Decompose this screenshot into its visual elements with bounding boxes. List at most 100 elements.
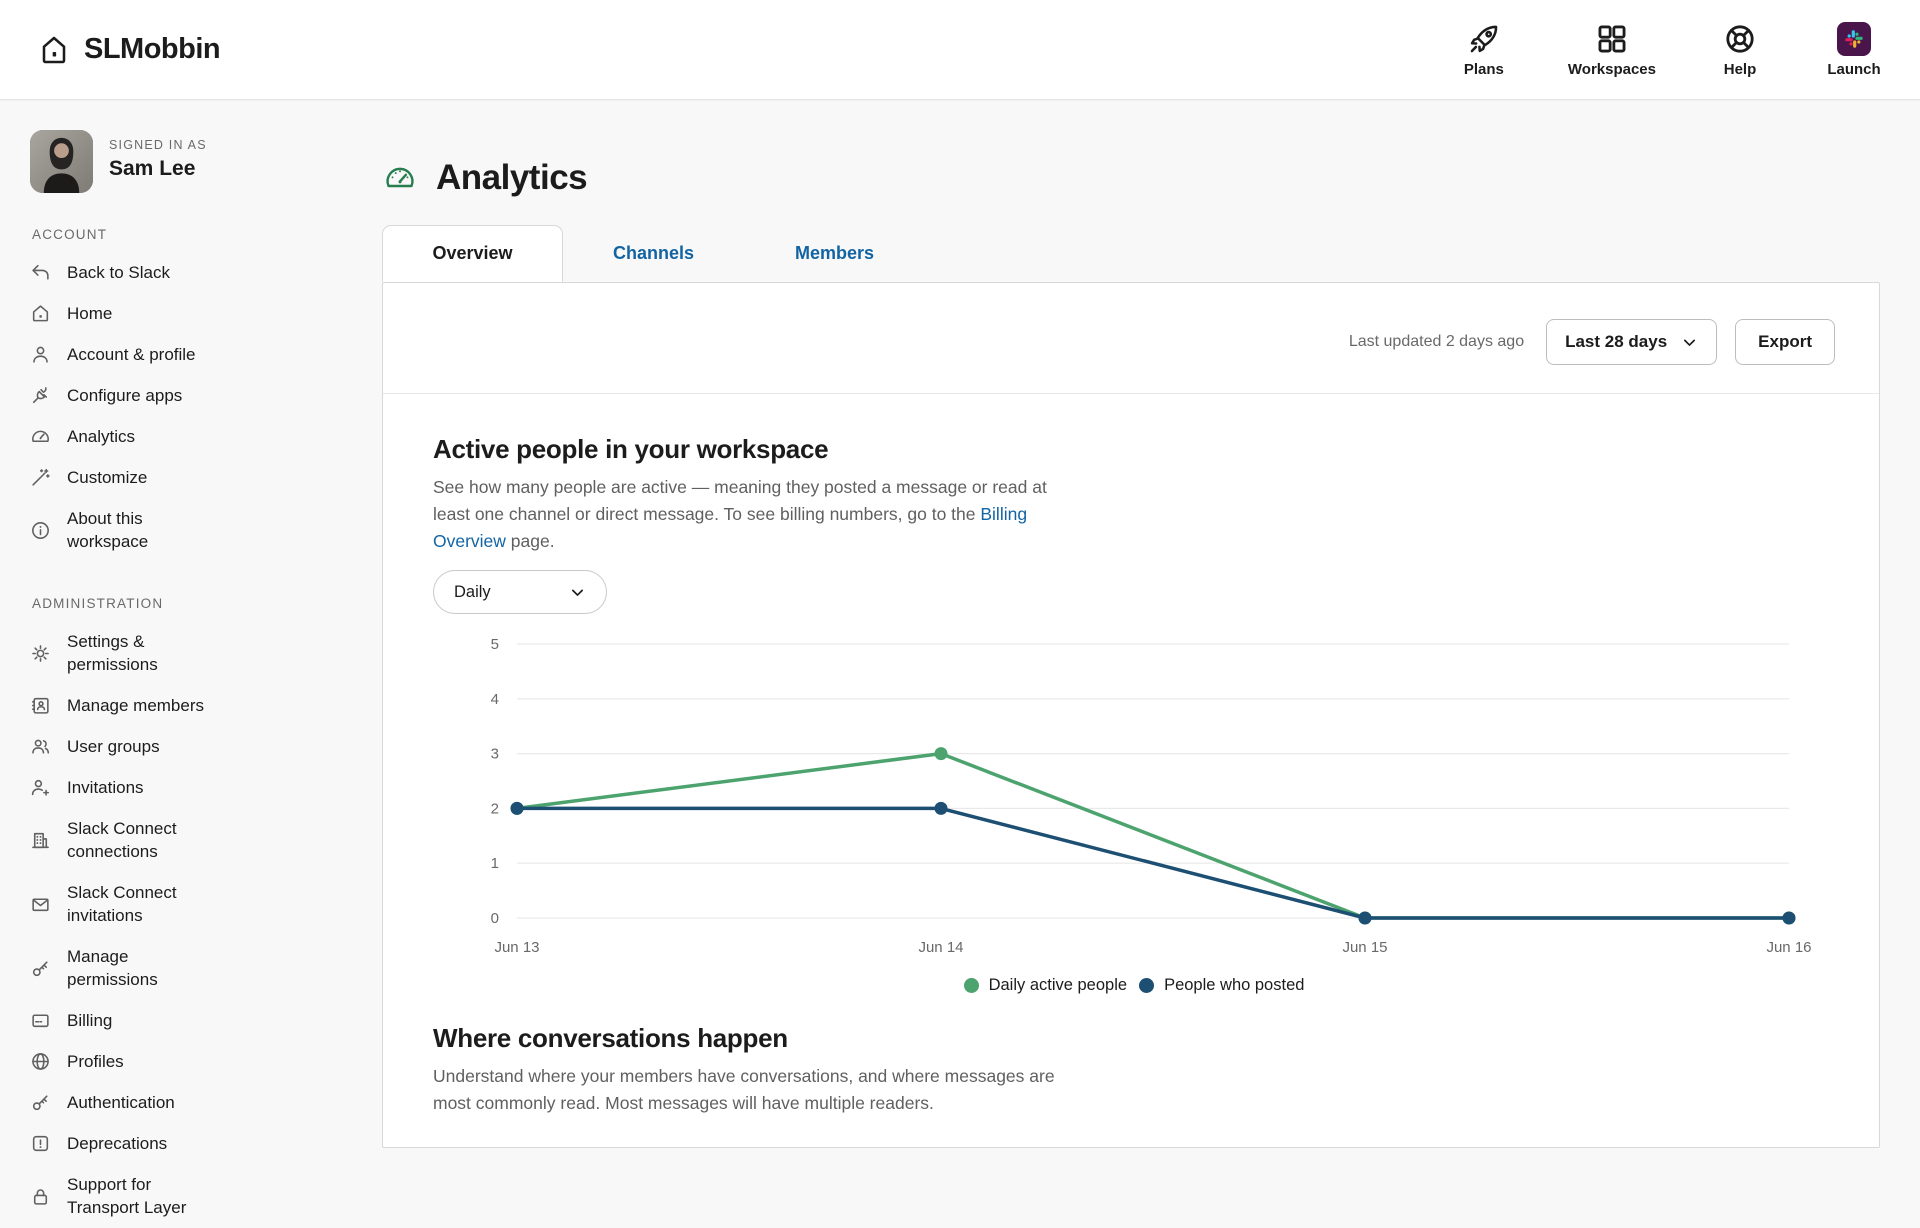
tab-members[interactable]: Members [794, 243, 875, 263]
svg-text:2: 2 [491, 800, 499, 817]
sidebar-item-manage-permissions[interactable]: Manage permissions [30, 936, 330, 1000]
frequency-select[interactable]: Daily [433, 570, 607, 614]
sidebar-item-account-profile[interactable]: Account & profile [30, 334, 330, 375]
svg-text:3: 3 [491, 746, 499, 763]
profile-block: SIGNED IN AS Sam Lee [30, 130, 330, 193]
users-icon [32, 739, 50, 754]
gear-icon [32, 644, 49, 662]
analytics-gauge-icon [386, 167, 414, 188]
nav-label-workspaces: Workspaces [1567, 60, 1656, 78]
last-updated-text: Last updated 2 days ago [1348, 333, 1525, 350]
profile-text: SIGNED IN AS Sam Lee [109, 130, 207, 181]
active-people-description: See how many people are active — meaning… [433, 477, 1047, 551]
id-badge-icon [31, 697, 49, 714]
rocket-icon [1470, 25, 1498, 52]
billing-overview-link[interactable]: Billing Overview [433, 504, 1028, 551]
active-people-title: Active people in your workspace [433, 434, 829, 464]
home-icon [32, 305, 49, 322]
home-logo-icon [42, 36, 66, 63]
date-range-select[interactable]: Last 28 days [1546, 319, 1718, 365]
sidebar-item-analytics[interactable]: Analytics [30, 416, 330, 457]
active-people-chart: 0 1 2 3 4 5 Jun 13 Jun 14 Jun 15 Jun 16 [433, 630, 1835, 972]
svg-text:Jun 16: Jun 16 [1766, 939, 1811, 956]
key-icon [32, 960, 48, 976]
lock-icon [33, 1188, 48, 1205]
avatar [30, 130, 93, 193]
nav-label-help: Help [1723, 60, 1757, 78]
sidebar-item-customize[interactable]: Customize [30, 457, 330, 498]
plug-icon [32, 387, 48, 404]
main-content: Analytics Overview Channels Members Last… [382, 158, 1880, 1148]
help-icon [1726, 24, 1754, 53]
alert-square-icon [32, 1135, 49, 1152]
slack-logo-icon [1837, 21, 1871, 56]
legend-dot-green [963, 978, 979, 993]
tab-channels[interactable]: Channels [612, 243, 695, 263]
back-arrow-icon [32, 264, 49, 280]
page-title-row: Analytics [382, 158, 1880, 198]
nav-label-launch: Launch [1827, 60, 1881, 78]
active-people-section: Active people in your workspace See how … [383, 434, 1879, 1117]
sidebar-item-authentication[interactable]: Authentication [30, 1082, 330, 1123]
chevron-down-icon [1684, 339, 1696, 346]
toolbar: Last updated 2 days ago Last 28 days Exp… [383, 283, 1879, 365]
legend-dot-blue [1139, 978, 1155, 993]
tab-overview[interactable]: Overview [382, 225, 563, 282]
export-button[interactable]: Export [1735, 319, 1835, 365]
signed-in-as-label: SIGNED IN AS [109, 138, 207, 152]
person-icon [33, 346, 48, 363]
page-title: Analytics [436, 158, 588, 197]
user-name: Sam Lee [109, 157, 196, 180]
svg-text:0: 0 [491, 910, 499, 927]
conversations-description: Understand where your members have conve… [433, 1066, 1055, 1113]
svg-text:4: 4 [491, 691, 499, 708]
key-icon [32, 1095, 48, 1111]
toolbar-divider [383, 393, 1879, 394]
building-icon [32, 832, 49, 848]
envelope-icon [32, 897, 49, 911]
sidebar-item-configure-apps[interactable]: Configure apps [30, 375, 330, 416]
brand-logo[interactable]: SLMobbin [38, 33, 221, 66]
top-navigation: Plans Workspaces Help [1454, 21, 1884, 78]
sidebar-item-user-groups[interactable]: User groups [30, 726, 330, 767]
sidebar-item-deprecations[interactable]: Deprecations [30, 1123, 330, 1164]
sidebar-item-invitations[interactable]: Invitations [30, 767, 330, 808]
person-plus-icon [31, 779, 50, 796]
line-chart: 0 1 2 3 4 5 Jun 13 Jun 14 Jun 15 Jun 16 [491, 636, 1812, 956]
tab-bar: Overview Channels Members [382, 225, 1880, 282]
chevron-down-icon [571, 589, 584, 596]
nav-item-plans[interactable]: Plans [1454, 22, 1514, 78]
sidebar-item-home[interactable]: Home [30, 293, 330, 334]
legend-entry-daily-active: Daily active people [963, 976, 1127, 995]
nav-label-plans: Plans [1463, 60, 1504, 78]
svg-text:1: 1 [491, 855, 499, 872]
sidebar-item-slack-connect-invitations[interactable]: Slack Connect invitations [30, 872, 330, 936]
sidebar-item-billing[interactable]: Billing [30, 1000, 330, 1041]
svg-text:Jun 14: Jun 14 [918, 939, 963, 956]
sidebar-item-settings-permissions[interactable]: Settings & permissions [30, 621, 330, 685]
globe-icon [32, 1053, 49, 1070]
svg-text:Jun 15: Jun 15 [1342, 939, 1387, 956]
grid-icon [1598, 25, 1626, 52]
overview-panel: Last updated 2 days ago Last 28 days Exp… [382, 282, 1880, 1148]
sidebar-item-about-workspace[interactable]: About this workspace [30, 498, 330, 562]
info-icon [32, 521, 49, 539]
sidebar: SIGNED IN AS Sam Lee ACCOUNT Back to Sla… [30, 130, 330, 1228]
credit-card-icon [32, 1014, 49, 1028]
brand-name: SLMobbin [84, 33, 221, 65]
nav-item-launch[interactable]: Launch [1824, 21, 1884, 78]
nav-item-help[interactable]: Help [1710, 22, 1770, 78]
sidebar-item-manage-members[interactable]: Manage members [30, 685, 330, 726]
chart-legend: Daily active people People who posted [433, 976, 1835, 995]
sidebar-item-slack-connect-connections[interactable]: Slack Connect connections [30, 808, 330, 872]
sidebar-item-support-transport-layer[interactable]: Support for Transport Layer [30, 1164, 330, 1228]
svg-text:5: 5 [491, 636, 499, 653]
nav-item-workspaces[interactable]: Workspaces [1568, 22, 1656, 78]
sidebar-item-profiles[interactable]: Profiles [30, 1041, 330, 1082]
wand-icon [32, 468, 50, 486]
top-header: SLMobbin Plans Workspaces [0, 0, 1920, 100]
sidebar-item-back-to-slack[interactable]: Back to Slack [30, 252, 330, 293]
svg-text:Jun 13: Jun 13 [494, 939, 539, 956]
legend-entry-people-posted: People who posted [1139, 976, 1304, 995]
sidebar-section-account: ACCOUNT [32, 227, 108, 242]
